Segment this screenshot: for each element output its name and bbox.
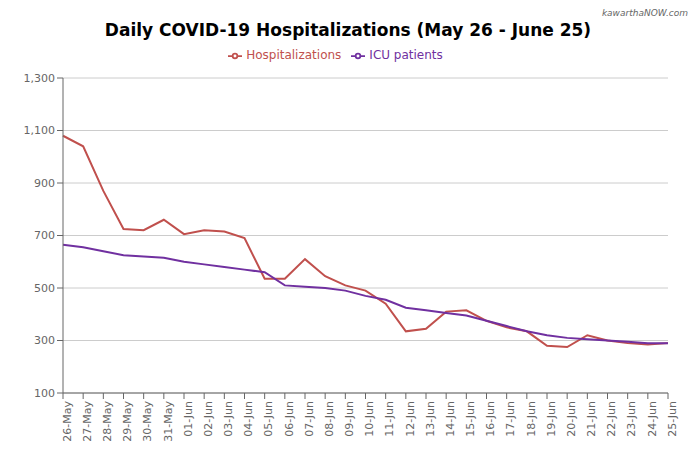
- svg-text:07-Jun: 07-Jun: [303, 401, 316, 437]
- svg-text:1,300: 1,300: [24, 72, 56, 85]
- svg-text:25-Jun: 25-Jun: [666, 401, 679, 437]
- svg-text:05-Jun: 05-Jun: [262, 401, 275, 437]
- html-text:Daily COVID-19 Hospitalization: Daily COVID-19 Hospitalizations (May 26 …: [104, 20, 592, 40]
- svg-text:11-Jun: 11-Jun: [383, 401, 396, 437]
- html-text:Hospitalizations: Hospitalizations: [246, 48, 342, 62]
- svg-text:04-Jun: 04-Jun: [242, 401, 255, 437]
- svg-text:29-May: 29-May: [121, 401, 134, 442]
- svg-text:16-Jun: 16-Jun: [484, 401, 497, 437]
- svg-text:08-Jun: 08-Jun: [323, 401, 336, 437]
- svg-text:20-Jun: 20-Jun: [565, 401, 578, 437]
- svg-text:21-Jun: 21-Jun: [585, 401, 598, 437]
- svg-text:31-May: 31-May: [162, 401, 175, 442]
- svg-text:17-Jun: 17-Jun: [504, 401, 517, 437]
- svg-text:300: 300: [34, 334, 55, 347]
- svg-text:15-Jun: 15-Jun: [464, 401, 477, 437]
- svg-text:100: 100: [34, 387, 55, 400]
- svg-text:09-Jun: 09-Jun: [343, 401, 356, 437]
- svg-text:02-Jun: 02-Jun: [202, 401, 215, 437]
- svg-text:03-Jun: 03-Jun: [222, 401, 235, 437]
- svg-text:1,100: 1,100: [24, 124, 56, 137]
- svg-text:19-Jun: 19-Jun: [545, 401, 558, 437]
- svg-text:06-Jun: 06-Jun: [283, 401, 296, 437]
- svg-text:23-Jun: 23-Jun: [625, 401, 638, 437]
- svg-text:12-Jun: 12-Jun: [404, 401, 417, 437]
- svg-text:01-Jun: 01-Jun: [182, 401, 195, 437]
- svg-text:13-Jun: 13-Jun: [424, 401, 437, 437]
- svg-text:22-Jun: 22-Jun: [605, 401, 618, 437]
- svg-text:700: 700: [34, 229, 55, 242]
- svg-text:10-Jun: 10-Jun: [363, 401, 376, 437]
- svg-text:18-Jun: 18-Jun: [525, 401, 538, 437]
- svg-text:900: 900: [34, 177, 55, 190]
- html-text:ICU patients: ICU patients: [369, 48, 443, 62]
- svg-text:30-May: 30-May: [141, 401, 154, 442]
- svg-text:28-May: 28-May: [101, 401, 114, 442]
- html-text:kawarthaNOW.com: kawarthaNOW.com: [601, 8, 688, 18]
- svg-text:24-Jun: 24-Jun: [646, 401, 659, 437]
- svg-text:500: 500: [34, 282, 55, 295]
- svg-text:27-May: 27-May: [81, 401, 94, 442]
- svg-text:26-May: 26-May: [61, 401, 74, 442]
- svg-text:14-Jun: 14-Jun: [444, 401, 457, 437]
